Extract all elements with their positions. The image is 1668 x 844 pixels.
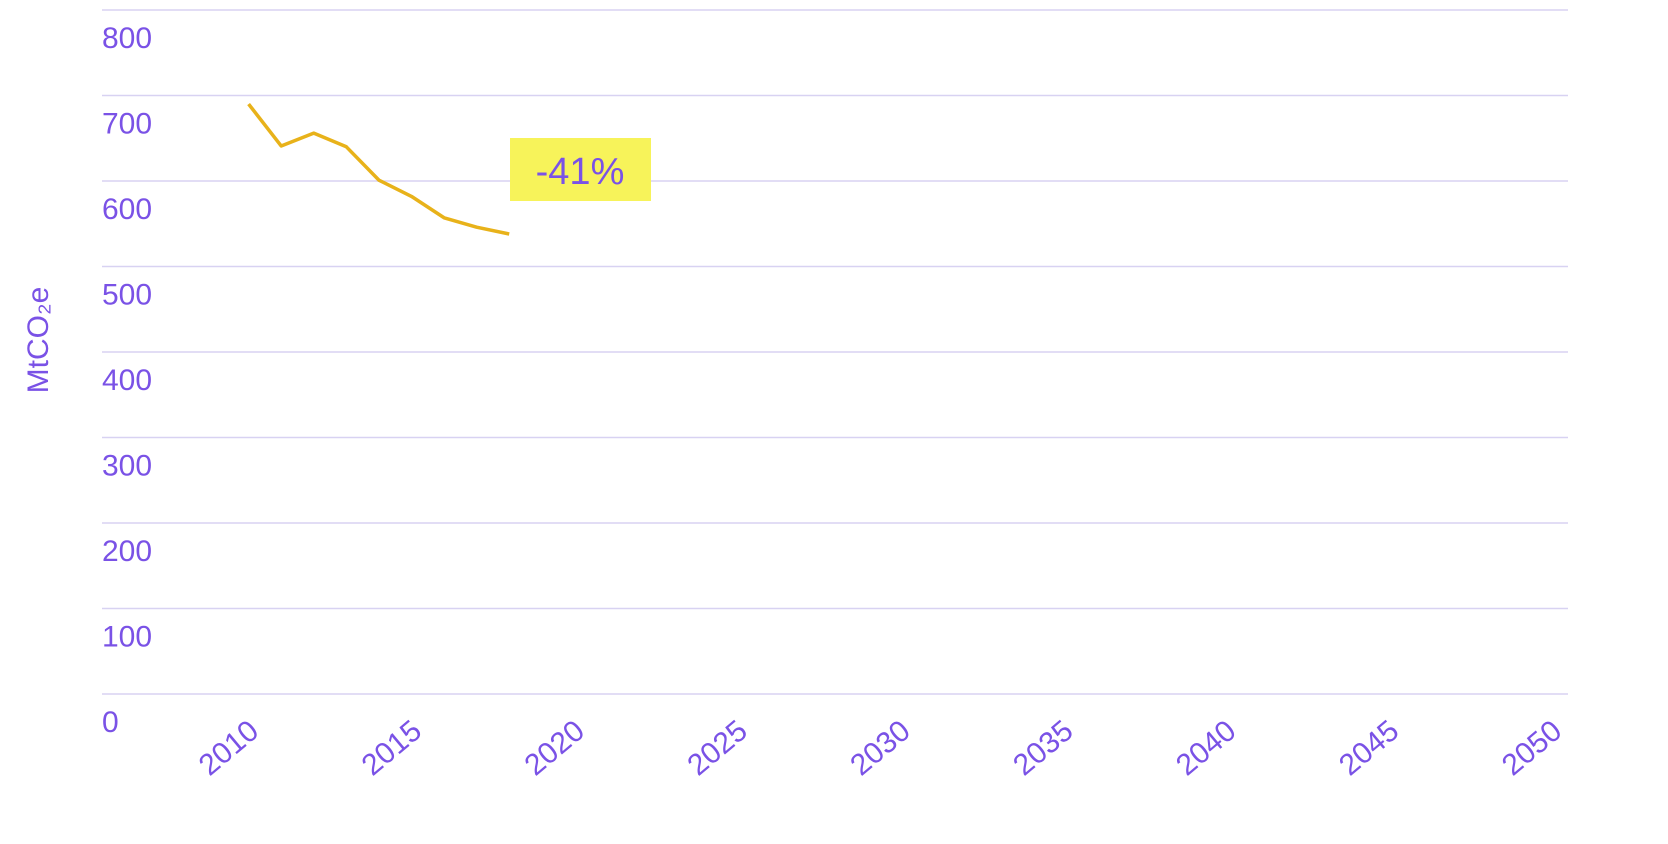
y-axis-label: MtCO₂e	[22, 287, 55, 394]
y-tick-label: 600	[102, 193, 152, 226]
data-line	[247, 102, 510, 236]
annotation: -41%	[536, 151, 625, 193]
x-tick-label: 2035	[1007, 714, 1079, 782]
x-tick-label: 2040	[1170, 714, 1242, 782]
y-tick-label: 200	[102, 535, 152, 568]
y-tick-label: 800	[102, 22, 152, 55]
x-tick-label: 2045	[1333, 714, 1405, 782]
x-tick-label: 2020	[519, 714, 591, 782]
y-tick-label: 100	[102, 621, 152, 654]
x-tick-label: 2025	[681, 714, 753, 782]
y-tick-label: 500	[102, 279, 152, 312]
y-tick-label: 400	[102, 364, 152, 397]
y-tick-label: 0	[102, 706, 119, 739]
x-tick-label: 2010	[193, 714, 265, 782]
annotation-background	[510, 138, 651, 201]
y-tick-label: 700	[102, 108, 152, 141]
x-tick-label: 2015	[356, 714, 428, 782]
x-tick-label: 2050	[1496, 714, 1568, 782]
x-tick-label: 2030	[844, 714, 916, 782]
y-tick-label: 300	[102, 450, 152, 483]
